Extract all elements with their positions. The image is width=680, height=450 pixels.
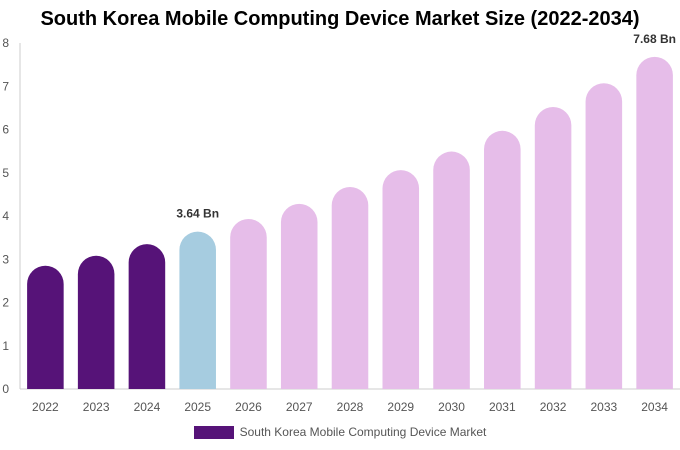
bar xyxy=(331,187,369,389)
bars xyxy=(27,56,673,390)
y-tick-label: 5 xyxy=(2,166,9,180)
bar xyxy=(484,130,521,390)
x-tick-label: 2024 xyxy=(134,400,161,414)
x-tick-label: 2030 xyxy=(438,400,465,414)
bar xyxy=(585,83,623,390)
x-tick-label: 2025 xyxy=(184,400,211,414)
bar xyxy=(433,151,470,389)
x-tick-label: 2033 xyxy=(590,400,617,414)
x-tick-label: 2023 xyxy=(83,400,110,414)
x-tick-label: 2022 xyxy=(32,400,59,414)
legend: South Korea Mobile Computing Device Mark… xyxy=(0,425,680,439)
bar xyxy=(382,170,420,389)
bar xyxy=(280,203,318,389)
data-label: 7.68 Bn xyxy=(633,32,676,46)
x-tick-label: 2028 xyxy=(337,400,364,414)
y-tick-label: 4 xyxy=(2,209,9,223)
bar xyxy=(128,244,166,389)
y-tick-label: 3 xyxy=(2,252,9,266)
x-tick-label: 2034 xyxy=(641,400,668,414)
data-label: 3.64 Bn xyxy=(176,207,219,221)
x-tick-label: 2032 xyxy=(540,400,567,414)
y-tick-label: 6 xyxy=(2,123,9,137)
y-tick-label: 7 xyxy=(2,79,9,93)
y-tick-label: 2 xyxy=(2,296,9,310)
legend-label: South Korea Mobile Computing Device Mark… xyxy=(239,425,487,439)
bar xyxy=(179,231,216,389)
y-tick-label: 8 xyxy=(2,36,9,50)
bar xyxy=(534,107,572,389)
y-tick-label: 1 xyxy=(2,339,9,353)
chart-title: South Korea Mobile Computing Device Mark… xyxy=(40,8,640,30)
legend-swatch xyxy=(193,425,234,439)
x-tick-label: 2029 xyxy=(387,400,414,414)
bar xyxy=(636,56,673,390)
y-tick-label: 0 xyxy=(2,382,9,396)
bar xyxy=(77,255,115,389)
labels: 2022 2023 2024 2025 2026 2027 2028 2029 2030 2031… xyxy=(32,32,676,414)
x-tick-label: 2026 xyxy=(235,400,262,414)
x-tick-label: 2027 xyxy=(286,400,313,414)
x-tick-label: 2031 xyxy=(489,400,516,414)
bar xyxy=(230,219,267,389)
bar xyxy=(27,265,64,389)
